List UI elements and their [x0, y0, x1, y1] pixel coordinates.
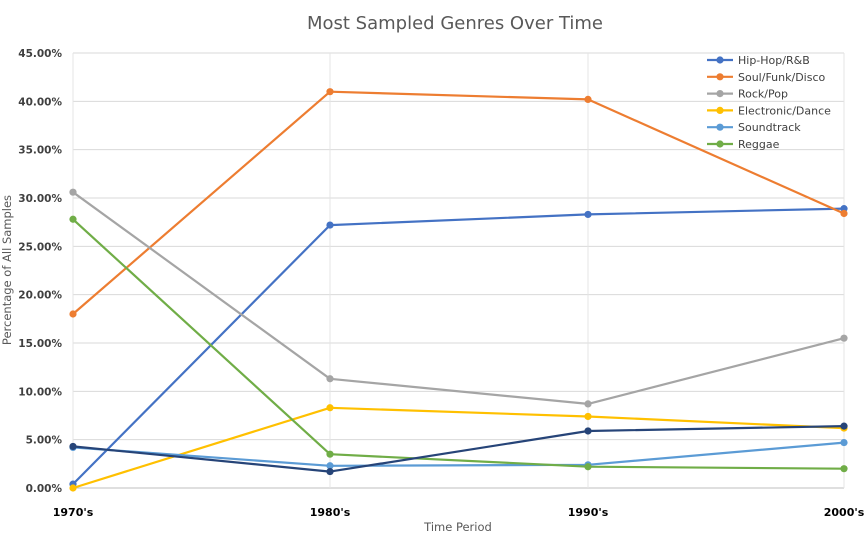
data-point — [326, 88, 334, 96]
series-5 — [69, 215, 848, 473]
y-tick-label: 0.00% — [26, 483, 63, 495]
legend-item: Rock/Pop — [707, 88, 788, 101]
data-point — [840, 422, 848, 430]
series-4 — [69, 438, 848, 470]
data-point — [69, 215, 77, 223]
legend-swatch-marker — [716, 73, 724, 81]
x-tick-label: 1990's — [568, 506, 609, 519]
x-axis-title: Time Period — [423, 520, 492, 534]
y-tick-label: 45.00% — [18, 48, 62, 60]
data-point — [69, 442, 77, 451]
series-line — [72, 406, 845, 490]
series-6 — [69, 422, 848, 476]
data-point — [69, 484, 77, 492]
data-point — [69, 188, 77, 196]
y-tick-label: 5.00% — [26, 435, 63, 447]
y-tick-label: 40.00% — [18, 96, 62, 108]
legend-label: Reggae — [738, 138, 780, 151]
legend-label: Electronic/Dance — [738, 104, 831, 117]
y-tick-label: 25.00% — [18, 241, 62, 253]
series-lines — [69, 88, 848, 492]
y-tick-label: 30.00% — [18, 193, 62, 205]
data-point — [69, 310, 77, 318]
series-line — [72, 191, 845, 405]
legend-label: Soundtrack — [738, 121, 801, 134]
data-point — [840, 334, 848, 342]
series-1 — [69, 88, 848, 318]
legend-item: Soundtrack — [707, 121, 801, 134]
legend-swatch-marker — [716, 56, 724, 64]
data-point — [326, 375, 334, 383]
data-point — [584, 95, 592, 103]
legend-swatch-marker — [716, 140, 724, 148]
data-point — [326, 467, 334, 476]
y-tick-label: 20.00% — [18, 290, 62, 302]
x-tick-label: 1980's — [310, 506, 351, 519]
y-axis-ticks: 0.00% 5.00% 10.00% 15.00% 20.00% 25.00% 30.00%… — [18, 48, 62, 495]
data-point — [326, 404, 334, 412]
data-point — [584, 463, 592, 471]
series-0 — [69, 205, 848, 488]
series-line — [72, 441, 845, 467]
legend-item: Reggae — [707, 138, 780, 151]
series-line — [72, 425, 845, 473]
data-point — [326, 221, 334, 229]
y-tick-label: 10.00% — [18, 386, 62, 398]
y-tick-label: 15.00% — [18, 338, 62, 350]
x-axis-ticks: 1970's 1980's 1990's 2000's — [53, 506, 864, 519]
y-tick-label: 35.00% — [18, 145, 62, 157]
y-axis-title: Percentage of All Samples — [0, 195, 14, 345]
legend-swatch-marker — [716, 90, 724, 98]
legend: Hip-Hop/R&B Soul/Funk/Disco Rock/Pop Electr… — [707, 54, 831, 151]
legend-swatch-marker — [716, 123, 724, 131]
data-point — [840, 465, 848, 473]
legend-label: Rock/Pop — [738, 88, 788, 101]
series-line — [72, 207, 845, 485]
data-point — [584, 427, 592, 435]
chart-title: Most Sampled Genres Over Time — [307, 13, 603, 34]
legend-item: Soul/Funk/Disco — [707, 71, 825, 84]
data-point — [326, 462, 334, 470]
legend-label: Hip-Hop/R&B — [738, 54, 810, 67]
data-point — [326, 450, 334, 458]
data-point — [584, 400, 592, 408]
series-3 — [69, 404, 848, 492]
series-line — [72, 218, 845, 470]
data-point — [840, 209, 848, 218]
data-point — [840, 438, 848, 447]
series-line — [72, 90, 845, 315]
series-2 — [69, 188, 848, 408]
legend-item: Hip-Hop/R&B — [707, 54, 810, 67]
legend-item: Electronic/Dance — [707, 104, 831, 117]
x-tick-label: 1970's — [53, 506, 94, 519]
x-tick-label: 2000's — [824, 506, 864, 519]
data-point — [584, 412, 592, 421]
legend-label: Soul/Funk/Disco — [738, 71, 825, 84]
legend-swatch-marker — [716, 106, 724, 114]
data-point — [584, 210, 592, 219]
